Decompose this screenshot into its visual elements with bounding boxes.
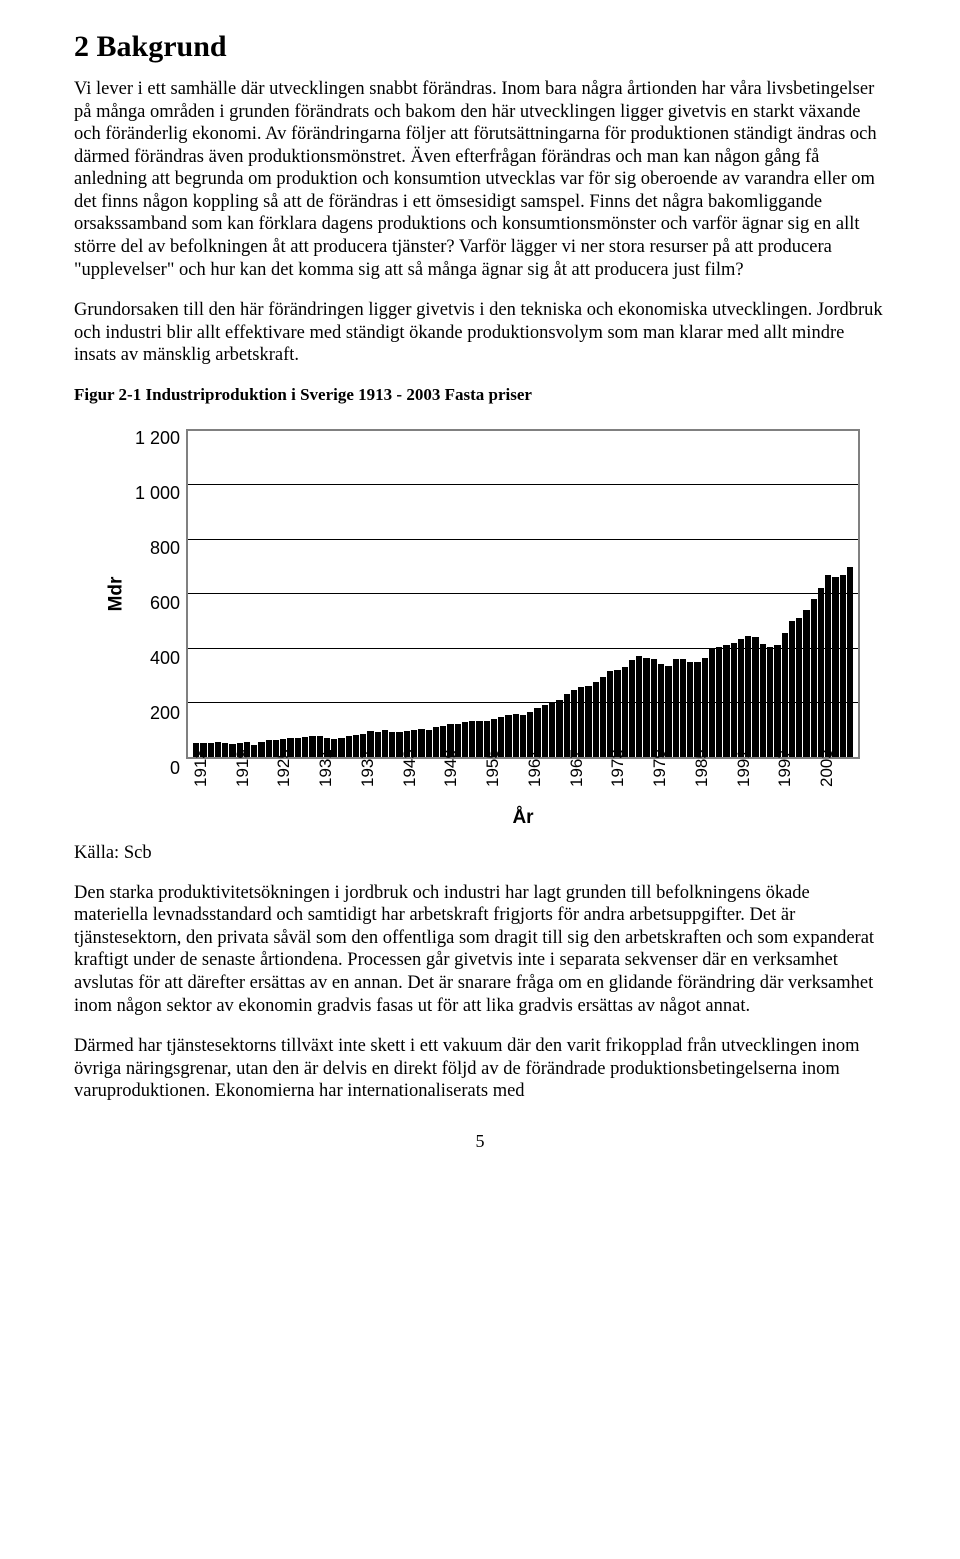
chart-bar [600,677,606,757]
paragraph-3: Den starka produktivitetsökningen i jord… [74,882,886,1017]
paragraph-4: Därmed har tjänstesektorns tillväxt inte… [74,1035,886,1103]
chart-bar [513,714,519,757]
chart-bar [673,659,679,757]
chart-bar [796,618,802,757]
chart-bar [832,577,838,756]
chart-bar [215,742,221,757]
chart-bar [731,643,737,757]
chart-bar [593,682,599,757]
chart-bar [665,666,671,757]
chart-bar [469,721,475,757]
chart-bar [745,636,751,757]
chart-bar [585,686,591,757]
chart-bar [738,639,744,757]
chart-bar [433,727,439,757]
chart-bar [258,742,264,757]
chart-bar [643,658,649,757]
chart-bar [847,567,853,757]
chart-bar [840,575,846,757]
chart-bars [193,431,853,757]
chart-x-tick: 1937 [358,749,378,787]
chart-bar [723,645,729,756]
bar-chart: Mdr 1 2001 0008006004002000 191319191925… [100,429,860,829]
chart-bar [578,687,584,756]
chart-x-ticks: 1913191919251931193719431949195519611967… [186,765,860,785]
chart-y-ticks: 1 2001 0008006004002000 [132,429,186,759]
chart-x-tick: 1991 [734,749,754,787]
chart-x-tick: 1949 [441,749,461,787]
chart-bar [266,740,272,756]
chart-bar [716,647,722,757]
chart-x-tick: 1979 [650,749,670,787]
chart-bar [571,690,577,757]
chart-x-tick: 1967 [567,749,587,787]
paragraph-2: Grundorsaken till den här förändringen l… [74,299,886,367]
chart-x-tick: 1931 [316,749,336,787]
chart-bar [651,659,657,757]
chart-bar [709,649,715,756]
chart-x-tick: 1919 [233,749,253,787]
chart-bar [302,737,308,757]
chart-y-axis-label: Mdr [100,429,132,759]
chart-bar [702,658,708,757]
chart-bar [556,700,562,757]
chart-bar [789,621,795,757]
chart-x-tick: 1961 [525,749,545,787]
chart-bar [752,637,758,757]
chart-bar [505,715,511,756]
section-heading: 2 Bakgrund [74,30,886,64]
chart-bar [338,738,344,756]
chart-bar [803,610,809,757]
chart-bar [389,732,395,756]
chart-bar [811,599,817,757]
chart-plot-area [186,429,860,759]
chart-bar [426,730,432,757]
chart-bar [694,662,700,757]
chart-bar [680,659,686,757]
chart-bar [382,730,388,757]
chart-bar [629,660,635,756]
figure-caption: Figur 2-1 Industriproduktion i Sverige 1… [74,385,886,405]
paragraph-1: Vi lever i ett samhälle där utvecklingen… [74,78,886,281]
page-number: 5 [74,1131,886,1152]
chart-bar [295,738,301,757]
chart-bar [760,644,766,757]
chart-x-tick: 2003 [817,749,837,787]
chart-bar [636,656,642,757]
chart-bar [564,694,570,756]
chart-x-tick: 1925 [274,749,294,787]
chart-bar [462,722,468,757]
chart-x-tick: 1973 [608,749,628,787]
chart-bar [774,645,780,756]
chart-source: Källa: Scb [74,843,886,864]
chart-bar [222,743,228,757]
chart-bar [614,670,620,757]
chart-bar [309,736,315,756]
chart-bar [818,588,824,756]
chart-x-axis-label: År [186,807,860,829]
chart-bar [607,671,613,757]
chart-bar [346,736,352,756]
chart-x-tick: 1913 [191,749,211,787]
chart-bar [687,662,693,757]
chart-x-tick: 1943 [400,749,420,787]
chart-bar [549,702,555,756]
chart-x-tick: 1955 [483,749,503,787]
chart-bar [825,575,831,757]
chart-bar [476,721,482,756]
chart-x-tick: 1985 [692,749,712,787]
chart-bar [658,664,664,756]
chart-bar [622,667,628,757]
chart-bar [767,647,773,757]
chart-bar [782,633,788,757]
chart-x-tick: 1997 [775,749,795,787]
